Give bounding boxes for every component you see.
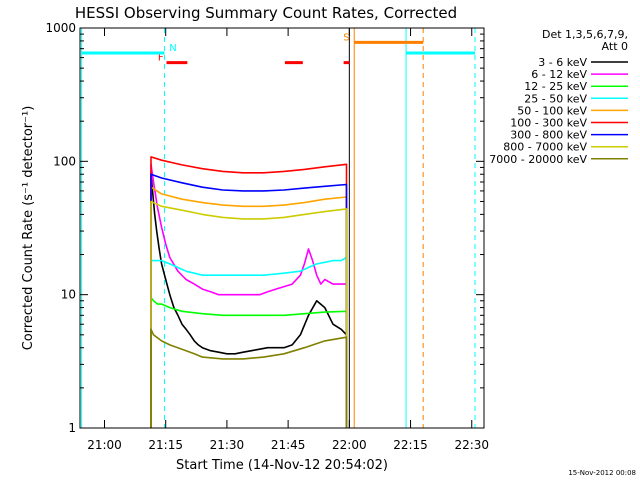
legend-label-5: 100 - 300 keV: [510, 117, 587, 130]
legend-label-7: 800 - 7000 keV: [503, 141, 587, 154]
y-tick-label-0: 1: [68, 421, 76, 435]
series-line-2: [150, 296, 348, 428]
flag-label-n: N: [169, 43, 176, 54]
series-line-6: [150, 173, 348, 428]
x-tick-label-4: 22:00: [332, 438, 367, 452]
guide-lines: [81, 28, 476, 428]
legend-label-4: 50 - 100 keV: [517, 104, 587, 117]
flag-label-f: F: [158, 53, 164, 64]
legend-label-3: 25 - 50 keV: [524, 92, 587, 105]
y-axis-label: Corrected Count Rate (s⁻¹ detector⁻¹): [21, 106, 36, 351]
plot-frame: [79, 27, 485, 429]
x-tick-label-0: 21:00: [87, 438, 122, 452]
footer-timestamp: 15-Nov-2012 00:08: [568, 469, 636, 477]
x-tick-label-5: 22:15: [393, 438, 428, 452]
chart-title: HESSI Observing Summary Count Rates, Cor…: [75, 4, 457, 22]
y-tick-label-3: 1000: [45, 21, 76, 35]
x-axis-ticks: 21:00 21:15 21:30 21:45 22:00 22:15 22:30: [87, 28, 489, 452]
y-axis-ticks: 1 10 100 1000: [45, 21, 484, 435]
series-lines: [150, 156, 348, 428]
x-tick-label-3: 21:45: [271, 438, 306, 452]
legend-label-8: 7000 - 20000 keV: [489, 153, 587, 166]
legend-header-line2: Att 0: [602, 40, 628, 53]
legend-label-1: 6 - 12 keV: [531, 68, 587, 81]
legend-label-2: 12 - 25 keV: [524, 80, 587, 93]
y-tick-label-1: 10: [61, 288, 76, 302]
series-line-1: [150, 163, 348, 428]
x-tick-label-6: 22:30: [454, 438, 489, 452]
legend-header-line1: Det 1,3,5,6,7,9,: [542, 28, 628, 41]
x-tick-label-1: 21:15: [148, 438, 183, 452]
series-line-8: [150, 328, 348, 428]
legend-label-6: 300 - 800 keV: [510, 129, 587, 142]
x-axis-label: Start Time (14-Nov-12 20:54:02): [176, 458, 388, 473]
y-tick-label-2: 100: [53, 154, 76, 168]
series-line-3: [150, 256, 348, 428]
series-line-7: [150, 200, 348, 428]
legend-label-0: 3 - 6 keV: [538, 56, 587, 69]
series-line-4: [150, 186, 348, 428]
x-tick-label-2: 21:30: [210, 438, 245, 452]
series-line-5: [150, 156, 348, 428]
flag-label-s: S: [343, 32, 349, 43]
flag-bars: FN S: [81, 32, 476, 65]
